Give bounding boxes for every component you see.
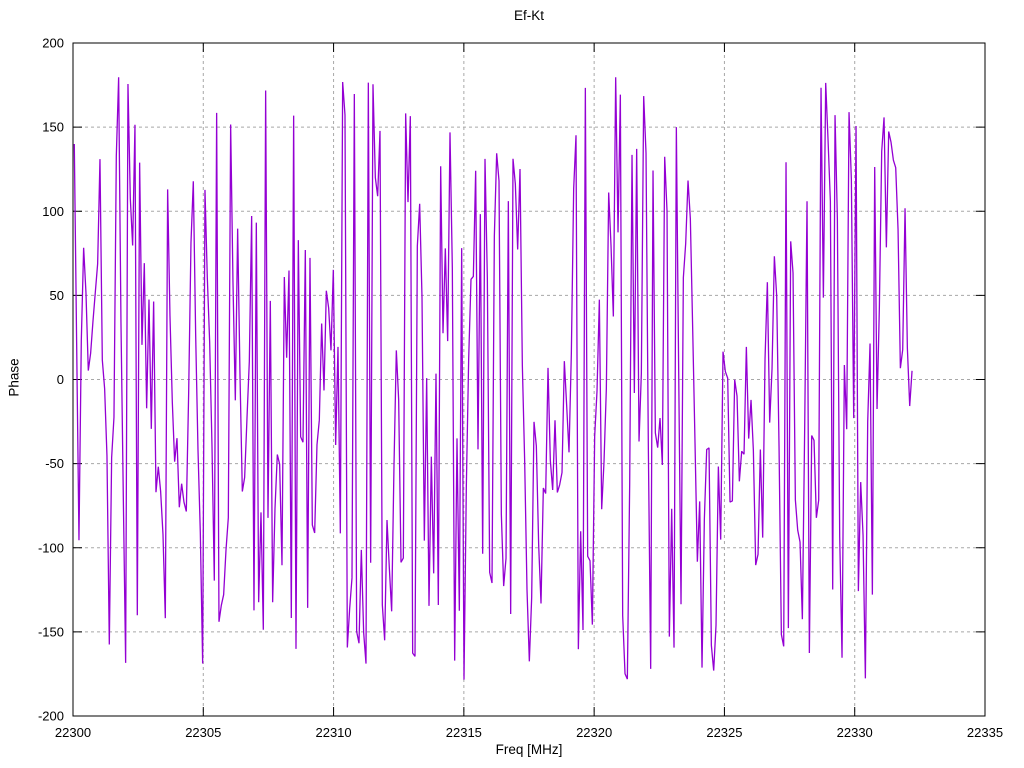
y-tick-label: 50 [50, 288, 64, 303]
x-tick-label: 22315 [446, 725, 482, 740]
y-tick-label: -100 [38, 540, 64, 555]
x-tick-label: 22320 [576, 725, 612, 740]
x-tick-label: 22335 [967, 725, 1003, 740]
chart-title: Ef-Kt [513, 8, 544, 23]
y-tick-label: -50 [45, 456, 64, 471]
x-tick-label: 22310 [315, 725, 351, 740]
phase-trace [73, 77, 913, 680]
y-tick-label: 150 [42, 120, 64, 135]
y-tick-label: 0 [57, 372, 64, 387]
y-tick-label: -150 [38, 624, 64, 639]
x-axis-label: Freq [MHz] [495, 742, 563, 757]
y-tick-label: 100 [42, 204, 64, 219]
x-tick-label: 22300 [55, 725, 91, 740]
x-tick-label: 22330 [837, 725, 873, 740]
y-tick-label: 200 [42, 36, 64, 51]
y-tick-label: -200 [38, 709, 64, 724]
x-tick-label: 22305 [185, 725, 221, 740]
x-tick-label: 22325 [706, 725, 742, 740]
